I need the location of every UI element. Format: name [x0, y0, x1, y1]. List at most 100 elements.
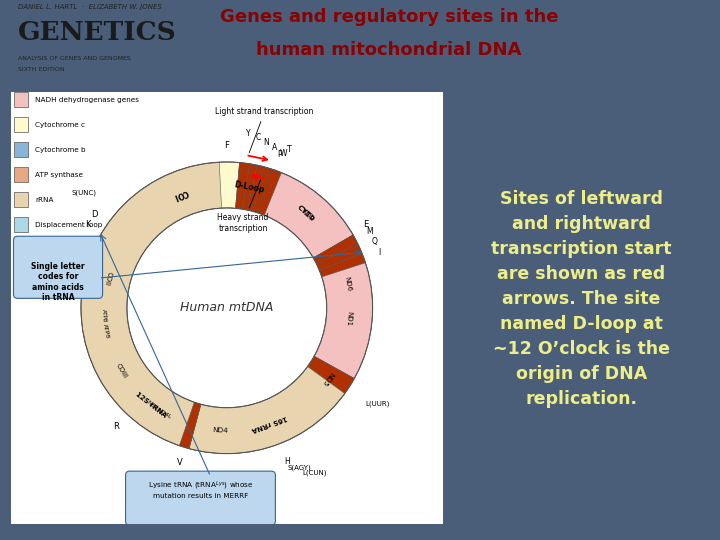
Text: A: A [271, 143, 277, 152]
Wedge shape [117, 162, 240, 242]
Text: S(UNC): S(UNC) [71, 189, 96, 195]
Text: H: H [284, 456, 290, 465]
Text: ND4L: ND4L [156, 408, 173, 420]
Text: I: I [378, 248, 380, 257]
Text: ANALYSIS OF GENES AND GENOMES: ANALYSIS OF GENES AND GENOMES [18, 56, 131, 62]
Text: human mitochondrial DNA: human mitochondrial DNA [256, 40, 521, 59]
Text: C: C [256, 133, 261, 143]
Wedge shape [261, 400, 284, 445]
Text: E: E [363, 220, 369, 229]
Text: ATP8: ATP8 [102, 323, 110, 339]
Text: L(UUR): L(UUR) [365, 400, 390, 407]
Text: COIII: COIII [114, 363, 128, 380]
Text: Sites of leftward
and rightward
transcription start
are shown as red
arrows. The: Sites of leftward and rightward transcri… [491, 190, 672, 408]
Wedge shape [82, 320, 130, 346]
Text: D-Loop: D-Loop [233, 180, 265, 194]
Wedge shape [264, 173, 353, 258]
Text: Light strand transcription: Light strand transcription [215, 107, 314, 153]
Wedge shape [313, 235, 358, 264]
FancyBboxPatch shape [14, 242, 28, 257]
Wedge shape [99, 228, 143, 259]
Text: Cytochrome b: Cytochrome b [35, 147, 86, 153]
Text: ATPB: ATPB [102, 308, 107, 322]
Text: Cytochrome c: Cytochrome c [35, 122, 85, 128]
Text: rRNA: rRNA [35, 197, 53, 203]
Text: Human mtDNA: Human mtDNA [180, 301, 274, 314]
Text: ND3: ND3 [145, 400, 158, 411]
Wedge shape [258, 169, 276, 214]
Text: tRNA: tRNA [35, 247, 53, 253]
FancyBboxPatch shape [125, 471, 276, 525]
Wedge shape [271, 394, 300, 439]
Wedge shape [266, 397, 291, 442]
FancyBboxPatch shape [14, 167, 28, 182]
FancyBboxPatch shape [14, 192, 28, 207]
Text: ATP synthase: ATP synthase [35, 172, 83, 178]
FancyBboxPatch shape [14, 217, 28, 232]
FancyBboxPatch shape [14, 92, 28, 107]
Text: CYTb: CYTb [296, 205, 316, 222]
Text: V: V [176, 458, 182, 467]
Wedge shape [232, 162, 272, 213]
Wedge shape [81, 237, 140, 308]
Wedge shape [253, 167, 272, 213]
Text: 12S rRNA: 12S rRNA [135, 391, 168, 418]
Text: R: R [113, 422, 120, 431]
Wedge shape [266, 173, 349, 253]
Text: Q: Q [372, 238, 378, 246]
Text: T: T [287, 145, 292, 154]
Wedge shape [219, 162, 235, 208]
Wedge shape [317, 244, 362, 271]
Text: L(CUN): L(CUN) [302, 469, 326, 476]
FancyBboxPatch shape [14, 237, 102, 298]
Bar [0, 73, 720, 78]
Text: SIXTH EDITION: SIXTH EDITION [18, 68, 65, 72]
Text: 16S rRNA: 16S rRNA [251, 414, 287, 433]
Text: Single letter
codes for
amino acids
in tRNA: Single letter codes for amino acids in t… [31, 262, 85, 302]
Wedge shape [104, 220, 147, 253]
Wedge shape [81, 162, 222, 445]
FancyBboxPatch shape [14, 143, 28, 157]
Text: COII: COII [103, 271, 112, 286]
Wedge shape [161, 397, 276, 454]
Text: ND5: ND5 [320, 370, 334, 387]
Wedge shape [145, 390, 181, 438]
Wedge shape [310, 228, 354, 259]
Wedge shape [243, 164, 257, 210]
Text: F: F [225, 141, 229, 150]
Wedge shape [131, 383, 171, 429]
Wedge shape [307, 356, 354, 394]
Wedge shape [261, 171, 284, 216]
Text: N: N [264, 138, 269, 147]
Text: Displacement loop: Displacement loop [35, 222, 102, 228]
Wedge shape [189, 367, 345, 454]
Wedge shape [110, 212, 151, 248]
Text: K: K [85, 220, 91, 229]
Text: D: D [91, 211, 97, 219]
Text: Y: Y [246, 129, 251, 138]
Text: ND2: ND2 [300, 208, 315, 222]
Text: DANIEL L. HARTL  ·  ELIZABETH W. JONES: DANIEL L. HARTL · ELIZABETH W. JONES [18, 4, 162, 10]
Text: Genes and regulatory sites in the: Genes and regulatory sites in the [220, 8, 558, 26]
Wedge shape [258, 169, 282, 215]
Wedge shape [314, 237, 372, 326]
Text: NADH dehydrogenase genes: NADH dehydrogenase genes [35, 97, 139, 103]
Text: P: P [277, 150, 282, 159]
Wedge shape [124, 379, 161, 418]
Wedge shape [81, 308, 127, 326]
Text: ND1: ND1 [346, 311, 353, 326]
Wedge shape [276, 327, 370, 434]
Wedge shape [235, 163, 250, 209]
FancyBboxPatch shape [14, 117, 28, 132]
Wedge shape [248, 165, 264, 211]
Text: Lysine tRNA (tRNA$^{Lys}$) whose
mutation results in MERRF: Lysine tRNA (tRNA$^{Lys}$) whose mutatio… [148, 480, 253, 498]
Wedge shape [325, 320, 372, 336]
Text: Heavy strand
transcription: Heavy strand transcription [217, 180, 269, 233]
Wedge shape [320, 253, 366, 277]
Text: ND4: ND4 [212, 427, 228, 434]
Wedge shape [179, 402, 201, 449]
Text: W: W [279, 148, 287, 158]
Text: S(AGY): S(AGY) [288, 464, 312, 471]
Text: GENETICS: GENETICS [18, 19, 176, 45]
Wedge shape [86, 334, 156, 411]
